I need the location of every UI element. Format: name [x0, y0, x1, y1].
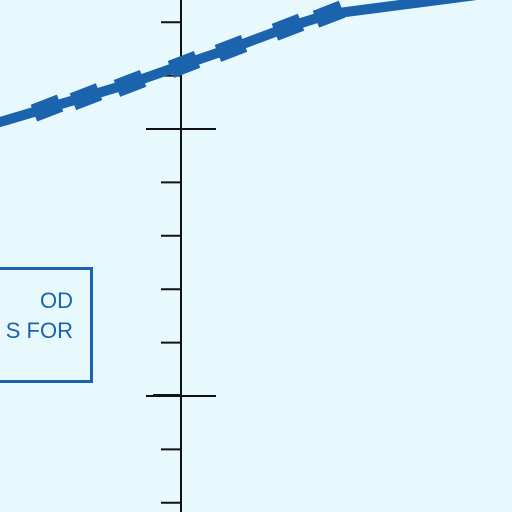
- series-point: [167, 50, 201, 78]
- series-point: [312, 0, 346, 28]
- series-point: [30, 94, 64, 122]
- partial-label-line-1: OD: [40, 288, 73, 313]
- y-axis: [146, 0, 216, 512]
- series-line: [0, 0, 478, 128]
- series-point: [271, 13, 305, 41]
- series-point: [113, 69, 147, 97]
- series-layer: [0, 0, 478, 128]
- partial-label-box: OD S FOR: [0, 267, 93, 383]
- series-point: [214, 34, 248, 62]
- series-point: [69, 83, 103, 111]
- partial-label-line-2: S FOR: [5, 318, 73, 343]
